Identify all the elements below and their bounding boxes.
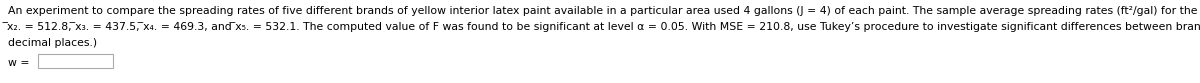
Text: An experiment to compare the spreading rates of five different brands of yellow : An experiment to compare the spreading r… (8, 6, 1200, 16)
Text: ̅x₂. = 512.8, ̅x₃. = 437.5, ̅x₄. = 469.3, and ̅x₅. = 532.1. The computed value o: ̅x₂. = 512.8, ̅x₃. = 437.5, ̅x₄. = 469.3… (8, 22, 1200, 32)
Text: w =: w = (8, 58, 30, 68)
Bar (38, 54, 113, 68)
Text: decimal places.): decimal places.) (8, 38, 97, 48)
